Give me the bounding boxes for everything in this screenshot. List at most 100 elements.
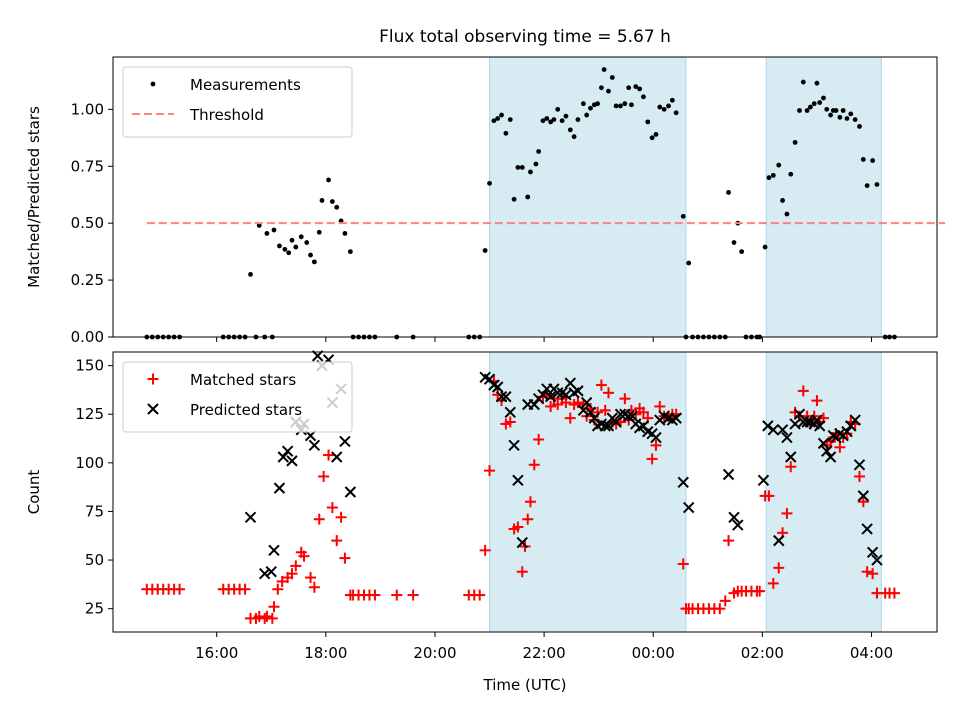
data-point bbox=[845, 420, 857, 432]
data-point bbox=[271, 227, 277, 233]
data-point bbox=[174, 583, 186, 595]
y-tick-label: 25 bbox=[85, 600, 104, 618]
data-point bbox=[857, 490, 870, 502]
data-point bbox=[487, 180, 492, 186]
legend-label: Threshold bbox=[189, 106, 264, 124]
data-point bbox=[528, 169, 533, 175]
data-point bbox=[673, 110, 679, 116]
data-point bbox=[852, 117, 858, 123]
data-point bbox=[272, 583, 284, 595]
data-point bbox=[268, 544, 280, 557]
data-point bbox=[788, 171, 794, 177]
data-point bbox=[649, 135, 655, 141]
data-point bbox=[801, 416, 813, 428]
data-point bbox=[555, 106, 561, 112]
data-point bbox=[329, 199, 335, 204]
ratio-panel: 0.00 0.25 0.50 0.75 1.00 Measurements Threshol… bbox=[71, 56, 946, 346]
data-point bbox=[293, 244, 299, 250]
data-point bbox=[844, 116, 850, 121]
data-point bbox=[824, 106, 830, 112]
data-point bbox=[776, 162, 782, 168]
data-point bbox=[311, 259, 317, 265]
data-point bbox=[817, 100, 823, 105]
data-point bbox=[680, 213, 686, 219]
data-point bbox=[629, 102, 634, 108]
data-point bbox=[781, 431, 793, 444]
data-point bbox=[323, 449, 335, 461]
data-point bbox=[304, 240, 310, 245]
data-point bbox=[277, 451, 289, 463]
series-predicted-stars bbox=[244, 350, 883, 580]
data-point bbox=[837, 114, 843, 120]
data-point bbox=[544, 116, 550, 121]
data-point bbox=[533, 161, 539, 167]
data-point bbox=[619, 393, 631, 405]
legend-label: Measurements bbox=[190, 76, 301, 94]
data-point bbox=[861, 523, 873, 535]
y-tick-label: 100 bbox=[75, 454, 104, 472]
x-tick-label: 02:00 bbox=[741, 644, 784, 662]
data-point bbox=[666, 103, 671, 109]
data-point bbox=[646, 453, 658, 465]
data-point bbox=[516, 566, 528, 578]
data-point bbox=[525, 194, 531, 200]
data-point bbox=[854, 470, 866, 482]
data-point bbox=[533, 434, 545, 445]
legend-marker bbox=[147, 403, 159, 415]
data-point bbox=[853, 459, 866, 471]
data-point bbox=[650, 431, 662, 444]
data-point bbox=[512, 474, 524, 487]
data-point bbox=[670, 412, 682, 424]
data-point bbox=[504, 416, 516, 428]
observing-interval bbox=[489, 56, 687, 338]
data-point bbox=[318, 470, 330, 482]
data-point bbox=[723, 535, 735, 547]
data-point bbox=[757, 474, 770, 487]
data-point bbox=[622, 101, 628, 107]
data-point bbox=[661, 106, 667, 112]
data-point bbox=[824, 451, 837, 463]
data-point bbox=[766, 175, 772, 181]
observing-interval bbox=[765, 56, 882, 338]
data-point bbox=[800, 79, 806, 85]
data-point bbox=[595, 379, 607, 391]
data-point bbox=[552, 399, 564, 410]
y-tick-label: 0.75 bbox=[71, 157, 104, 175]
data-point bbox=[344, 486, 357, 498]
data-point bbox=[339, 552, 351, 564]
data-point bbox=[781, 507, 793, 519]
data-point bbox=[867, 568, 879, 580]
data-point bbox=[273, 482, 286, 494]
data-point bbox=[861, 566, 873, 578]
data-point bbox=[811, 395, 823, 407]
data-point bbox=[813, 420, 826, 432]
data-point bbox=[522, 513, 534, 525]
data-point bbox=[773, 562, 785, 574]
data-point bbox=[792, 139, 798, 145]
data-point bbox=[286, 568, 298, 580]
data-point bbox=[714, 603, 726, 615]
data-point bbox=[308, 439, 321, 452]
data-point bbox=[848, 111, 854, 117]
data-point bbox=[268, 601, 280, 613]
data-point bbox=[821, 95, 826, 101]
observing-interval bbox=[765, 351, 882, 633]
data-point bbox=[601, 67, 607, 72]
data-point bbox=[559, 118, 565, 124]
data-point bbox=[308, 581, 320, 593]
data-point bbox=[763, 490, 775, 502]
data-point bbox=[567, 127, 573, 133]
data-point bbox=[342, 231, 348, 236]
data-point bbox=[311, 350, 324, 362]
data-point bbox=[540, 118, 546, 124]
data-point bbox=[804, 108, 810, 113]
data-point bbox=[754, 585, 766, 597]
legend-marker bbox=[150, 81, 156, 87]
data-point bbox=[871, 554, 883, 566]
data-point bbox=[860, 157, 866, 162]
data-point bbox=[773, 534, 785, 547]
data-point bbox=[686, 260, 692, 266]
data-point bbox=[840, 108, 846, 113]
data-point bbox=[719, 595, 731, 607]
data-point bbox=[407, 589, 419, 601]
